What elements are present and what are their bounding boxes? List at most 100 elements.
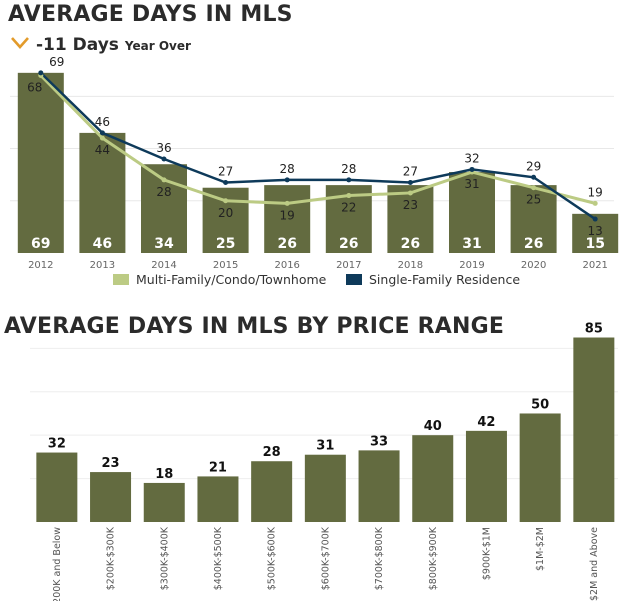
x-tick-label: $600K-$700K [320, 526, 331, 590]
bar-value-label: 31 [316, 439, 334, 454]
single-family-value-label: 27 [403, 165, 418, 179]
point-single-family [161, 156, 167, 162]
line-single-family [39, 71, 596, 221]
x-tick-label: 2013 [90, 260, 115, 271]
legend-label-0: Multi-Family/Condo/Townhome [136, 272, 327, 287]
bar-$800K-$900K [412, 435, 454, 522]
point-multi-family [346, 193, 352, 199]
multi-family-value-label: 19 [588, 185, 603, 199]
bar-value-label: 33 [370, 434, 388, 449]
x-tick-label: 2012 [28, 260, 53, 271]
chevron-down-icon [11, 37, 29, 49]
single-family-value-label: 28 [341, 162, 356, 176]
bar-2019 [449, 172, 495, 253]
bar-2016 [264, 185, 311, 253]
bar-value-label: 50 [531, 397, 549, 412]
bar-$300K-$400K [143, 482, 185, 522]
legend-swatch-1 [346, 274, 362, 285]
x-tick-label: $900K-$1M [481, 527, 492, 580]
bar-value-label: 46 [93, 236, 112, 252]
single-family-value-label: 27 [218, 165, 233, 179]
x-tick-label: $700K-$800K [374, 526, 385, 590]
point-single-family [99, 130, 105, 136]
bar-value-label: 23 [102, 456, 120, 471]
x-tick-label: $2M and Above [589, 527, 600, 601]
yoy-summary: -11 Days Year Over [10, 35, 191, 55]
x-tick-label: 2020 [521, 260, 546, 271]
bar-value-label: 28 [263, 445, 281, 460]
bar-value-label: 34 [154, 236, 174, 252]
bar-value-label: 26 [339, 236, 358, 252]
bar-value-label: 85 [585, 322, 603, 337]
bar-value-label: 15 [585, 236, 604, 252]
yearly-chart: 6920124620133420142520152620162620172620… [10, 55, 619, 287]
point-multi-family [223, 198, 229, 204]
bar-2012 [17, 72, 64, 253]
point-single-family [469, 166, 475, 172]
multi-family-value-label: 44 [95, 143, 110, 157]
bar-value-label: 31 [462, 236, 481, 252]
x-tick-label: $500K-$600K [267, 526, 278, 590]
bar-value-label: 40 [424, 419, 442, 434]
bar-value-label: 69 [31, 236, 50, 252]
x-tick-label: $300K-$400K [159, 526, 170, 590]
bar-$200K and Below [36, 452, 78, 522]
single-family-value-label: 32 [464, 151, 479, 165]
x-tick-label: $800K-$900K [428, 526, 439, 590]
single-family-value-label: 36 [156, 141, 171, 155]
single-family-value-label: 69 [49, 55, 64, 69]
single-family-value-label: 28 [280, 162, 295, 176]
point-single-family [407, 180, 413, 185]
yoy-label: Year Over [124, 39, 191, 53]
bar-value-label: 21 [209, 460, 227, 475]
x-tick-label: $200K-$300K [106, 526, 117, 590]
x-tick-label: 2014 [151, 260, 176, 271]
bar-value-label: 25 [216, 236, 235, 252]
bar-value-label: 26 [524, 236, 543, 252]
line-multi-family [39, 74, 596, 205]
multi-family-value-label: 19 [280, 208, 295, 222]
chart-title: AVERAGE DAYS IN MLS [8, 2, 293, 27]
bar-value-label: 42 [477, 415, 495, 430]
point-single-family [223, 180, 229, 185]
bar-$900K-$1M [465, 430, 507, 522]
legend-label-1: Single-Family Residence [369, 272, 520, 287]
point-multi-family [407, 190, 413, 196]
point-multi-family [99, 135, 105, 141]
point-multi-family [592, 200, 598, 206]
multi-family-value-label: 23 [403, 198, 418, 212]
bar-2020 [510, 185, 557, 253]
point-multi-family [161, 177, 167, 183]
x-tick-label: 2016 [274, 260, 299, 271]
x-tick-label: 2021 [582, 260, 607, 271]
bar-2018 [387, 185, 434, 253]
x-tick-label: 2019 [459, 260, 484, 271]
single-family-value-label: 46 [95, 115, 110, 129]
point-single-family [284, 177, 290, 183]
yoy-delta: -11 Days [36, 35, 119, 55]
legend-swatch-0 [113, 274, 129, 285]
bar-2013 [79, 132, 126, 253]
bar-$700K-$800K [358, 450, 400, 522]
bar-value-label: 32 [48, 437, 66, 452]
multi-family-value-label: 68 [27, 80, 42, 94]
bar-$500K-$600K [251, 461, 293, 522]
bar-$600K-$700K [304, 454, 346, 522]
bar-value-label: 26 [401, 236, 420, 252]
multi-family-value-label: 25 [526, 193, 541, 207]
x-tick-label: 2018 [398, 260, 423, 271]
point-single-family [531, 174, 537, 180]
point-multi-family [284, 200, 290, 206]
multi-family-value-label: 28 [156, 185, 171, 199]
bar-$1M-$2M [519, 413, 561, 522]
point-single-family [592, 216, 598, 222]
multi-family-value-label: 20 [218, 206, 233, 220]
bar-value-label: 26 [277, 236, 296, 252]
point-multi-family [531, 185, 537, 191]
multi-family-value-label: 22 [341, 201, 356, 215]
point-single-family [38, 70, 44, 76]
price-range-title: AVERAGE DAYS IN MLS BY PRICE RANGE [4, 314, 505, 339]
bar-value-label: 18 [155, 467, 173, 482]
bar-$400K-$500K [197, 476, 239, 522]
